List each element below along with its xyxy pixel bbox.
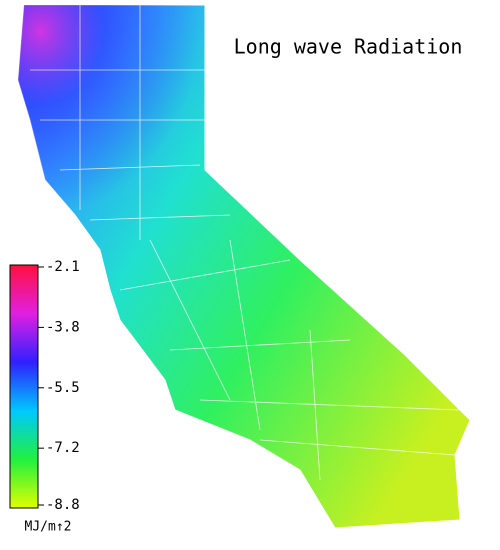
- colorbar-tick-label: -7.2: [46, 440, 80, 456]
- colorbar-tick-label: -5.5: [46, 380, 80, 396]
- colorbar-unit: MJ/m↑2: [25, 520, 72, 535]
- colorbar: [9, 264, 39, 509]
- colorbar-tick-label: -3.8: [46, 319, 80, 335]
- county-lines: [30, 5, 461, 481]
- colorbar-tick-label: -2.1: [46, 259, 80, 275]
- colorbar-tick-label: -8.8: [46, 497, 80, 513]
- title: Long wave Radiation: [234, 35, 463, 59]
- north-coast-shade: [18, 5, 470, 528]
